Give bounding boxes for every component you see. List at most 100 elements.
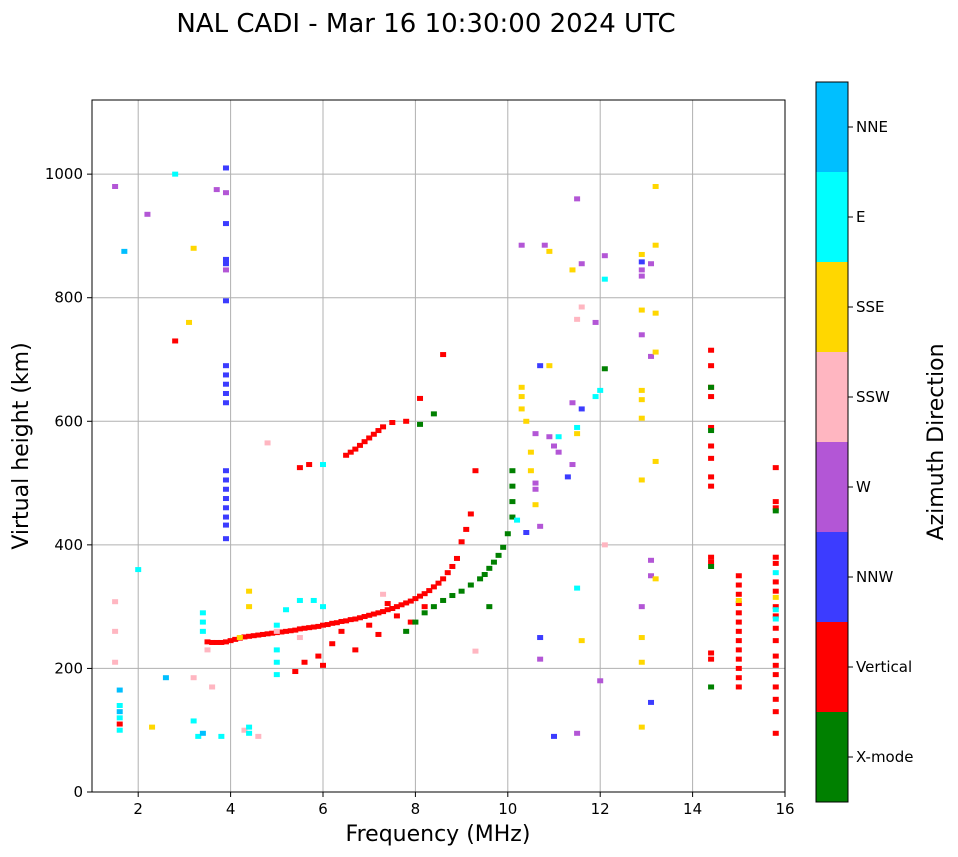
data-point [246, 604, 253, 610]
data-point [370, 611, 377, 617]
data-point [273, 659, 280, 665]
data-point [320, 462, 326, 468]
data-point [652, 458, 659, 464]
data-point [652, 184, 659, 189]
data-point [273, 622, 280, 628]
data-point [772, 638, 779, 644]
data-point [421, 604, 428, 610]
data-point [320, 662, 326, 668]
data-point [389, 420, 396, 426]
data-point [324, 622, 331, 628]
data-point [375, 631, 382, 637]
data-point [638, 332, 645, 338]
data-point [449, 563, 456, 569]
data-point [393, 613, 400, 619]
data-point [116, 727, 123, 733]
data-point [546, 248, 553, 254]
x-tick-label: 12 [591, 800, 610, 818]
data-point [292, 627, 299, 633]
data-point [708, 384, 715, 390]
data-point [708, 443, 715, 449]
data-point [638, 251, 645, 257]
data-point [648, 557, 655, 563]
data-point [772, 505, 779, 511]
data-point [347, 449, 354, 455]
data-point [264, 440, 271, 446]
data-point [509, 499, 516, 505]
data-point [772, 594, 779, 600]
colorbar-segment-sse [816, 262, 848, 352]
data-point [772, 653, 779, 659]
data-point [772, 570, 779, 576]
data-point [772, 607, 779, 613]
data-point [222, 477, 229, 483]
colorbar-segment-x-mode [816, 712, 848, 802]
data-point [772, 465, 779, 471]
data-point [241, 727, 248, 733]
data-point [412, 619, 419, 625]
y-tick-label: 600 [54, 412, 83, 430]
data-point [246, 588, 253, 594]
data-point [199, 628, 206, 634]
data-point [333, 620, 340, 626]
data-point [638, 397, 645, 403]
data-point [546, 363, 553, 369]
data-point [218, 639, 225, 645]
data-point [638, 604, 645, 610]
data-point [306, 462, 313, 468]
data-point [343, 452, 350, 458]
data-point [222, 267, 229, 273]
data-point [708, 428, 715, 434]
data-point [393, 604, 400, 610]
colorbar-segment-ssw [816, 352, 848, 442]
data-point [648, 353, 655, 359]
data-point [574, 730, 581, 736]
data-point [255, 733, 262, 739]
data-point [236, 635, 243, 641]
data-point [403, 628, 410, 634]
data-point [490, 559, 497, 565]
data-point [569, 267, 576, 273]
data-point [430, 411, 437, 417]
data-point [315, 653, 322, 659]
data-point [417, 593, 424, 599]
y-tick-label: 200 [54, 659, 83, 677]
data-point [463, 526, 470, 532]
data-point [569, 462, 576, 468]
data-point [555, 434, 562, 440]
data-point [574, 424, 581, 430]
data-point [222, 400, 229, 406]
data-point [518, 406, 525, 412]
data-point [708, 424, 715, 430]
data-point [283, 607, 290, 613]
data-point [190, 675, 197, 681]
data-point [467, 511, 474, 517]
data-point [121, 248, 128, 254]
data-point [356, 615, 363, 621]
data-point [218, 733, 225, 739]
colorbar-label: NNW [856, 568, 893, 586]
data-point [292, 669, 299, 675]
data-point [648, 261, 655, 267]
data-point [222, 468, 229, 474]
chart-title: NAL CADI - Mar 16 10:30:00 2024 UTC [176, 9, 675, 39]
data-point [306, 625, 313, 631]
data-point [403, 418, 410, 424]
colorbar-label: E [856, 208, 865, 226]
data-point [735, 582, 742, 588]
data-point [597, 678, 604, 684]
series-sse [149, 184, 779, 730]
data-point [315, 623, 322, 629]
data-point [222, 486, 229, 492]
data-point [601, 253, 608, 259]
data-point [287, 628, 294, 634]
colorbar-label: X-mode [856, 748, 913, 766]
data-point [259, 631, 266, 637]
data-point [772, 613, 779, 619]
data-point [380, 609, 387, 615]
data-point [430, 584, 437, 590]
data-point [638, 635, 645, 641]
data-point [574, 196, 581, 202]
data-point [592, 319, 599, 325]
data-point [375, 610, 382, 616]
